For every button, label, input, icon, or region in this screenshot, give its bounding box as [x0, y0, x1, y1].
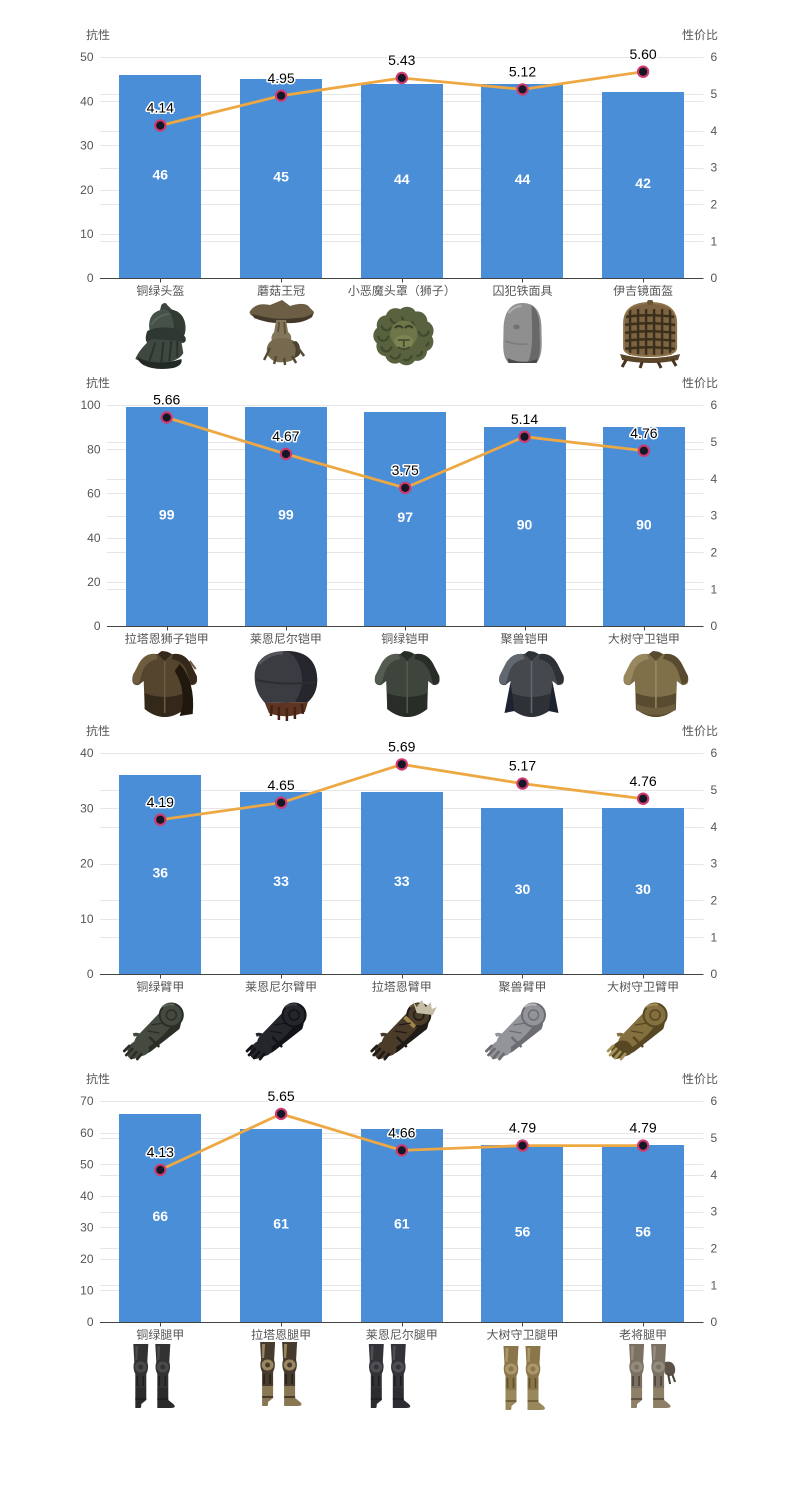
- svg-text:5: 5: [711, 783, 718, 797]
- svg-text:4: 4: [711, 1168, 718, 1182]
- svg-text:6: 6: [711, 746, 718, 760]
- svg-text:0: 0: [711, 271, 718, 285]
- svg-text:30: 30: [80, 1221, 94, 1235]
- svg-text:5.43: 5.43: [388, 52, 415, 68]
- svg-text:44: 44: [515, 171, 531, 187]
- svg-text:90: 90: [517, 517, 533, 533]
- svg-text:2: 2: [711, 546, 718, 560]
- svg-text:6: 6: [711, 398, 718, 412]
- svg-text:5.65: 5.65: [267, 1088, 294, 1104]
- svg-text:42: 42: [635, 175, 651, 191]
- svg-text:4.79: 4.79: [629, 1120, 656, 1136]
- svg-text:99: 99: [278, 507, 294, 523]
- svg-text:4.67: 4.67: [272, 428, 299, 444]
- svg-text:45: 45: [273, 169, 289, 185]
- svg-text:99: 99: [159, 507, 175, 523]
- svg-text:3: 3: [711, 857, 718, 871]
- svg-text:0: 0: [94, 619, 101, 633]
- svg-text:5.69: 5.69: [388, 739, 415, 755]
- svg-text:20: 20: [80, 857, 94, 871]
- svg-text:30: 30: [515, 881, 531, 897]
- svg-text:4: 4: [711, 820, 718, 834]
- svg-text:1: 1: [711, 234, 718, 248]
- svg-text:30: 30: [80, 802, 94, 816]
- svg-text:40: 40: [80, 94, 94, 108]
- svg-text:4.65: 4.65: [267, 777, 294, 793]
- svg-text:10: 10: [80, 1284, 94, 1298]
- svg-text:1: 1: [711, 582, 718, 596]
- svg-text:0: 0: [87, 967, 94, 981]
- svg-text:5: 5: [711, 435, 718, 449]
- svg-text:4.14: 4.14: [147, 100, 174, 116]
- svg-text:3: 3: [711, 161, 718, 175]
- svg-text:40: 40: [80, 1189, 94, 1203]
- svg-text:3: 3: [711, 1205, 718, 1219]
- svg-text:5: 5: [711, 87, 718, 101]
- svg-text:4.13: 4.13: [147, 1144, 174, 1160]
- svg-text:46: 46: [153, 167, 169, 183]
- svg-text:40: 40: [87, 531, 101, 545]
- svg-text:60: 60: [80, 1126, 94, 1140]
- svg-text:4.76: 4.76: [630, 425, 657, 441]
- svg-text:33: 33: [273, 873, 289, 889]
- svg-text:20: 20: [80, 1252, 94, 1266]
- svg-text:3.75: 3.75: [392, 462, 419, 478]
- svg-text:4.19: 4.19: [147, 794, 174, 810]
- svg-text:50: 50: [80, 1157, 94, 1171]
- svg-text:70: 70: [80, 1094, 94, 1108]
- svg-text:50: 50: [80, 50, 94, 64]
- svg-text:10: 10: [80, 227, 94, 241]
- svg-text:100: 100: [80, 398, 100, 412]
- svg-text:4: 4: [711, 124, 718, 138]
- svg-text:2: 2: [711, 894, 718, 908]
- svg-text:4.95: 4.95: [267, 70, 294, 86]
- svg-text:90: 90: [636, 517, 652, 533]
- svg-text:33: 33: [394, 873, 410, 889]
- svg-text:5: 5: [711, 1131, 718, 1145]
- svg-text:3: 3: [711, 509, 718, 523]
- svg-text:30: 30: [80, 139, 94, 153]
- svg-text:4.66: 4.66: [388, 1125, 415, 1141]
- svg-text:66: 66: [153, 1208, 169, 1224]
- svg-text:10: 10: [80, 912, 94, 926]
- svg-text:6: 6: [711, 1094, 718, 1108]
- svg-text:20: 20: [87, 575, 101, 589]
- svg-text:61: 61: [273, 1216, 289, 1232]
- svg-text:61: 61: [394, 1216, 410, 1232]
- svg-text:30: 30: [635, 881, 651, 897]
- svg-text:56: 56: [515, 1224, 531, 1240]
- svg-text:0: 0: [87, 271, 94, 285]
- svg-text:5.66: 5.66: [153, 392, 180, 408]
- svg-text:0: 0: [711, 1315, 718, 1329]
- svg-text:36: 36: [153, 865, 169, 881]
- svg-text:1: 1: [711, 1278, 718, 1292]
- svg-text:6: 6: [711, 50, 718, 64]
- svg-text:4.76: 4.76: [629, 773, 656, 789]
- svg-text:5.17: 5.17: [509, 758, 536, 774]
- svg-text:0: 0: [711, 967, 718, 981]
- svg-text:80: 80: [87, 442, 101, 456]
- svg-text:97: 97: [397, 509, 413, 525]
- svg-text:20: 20: [80, 183, 94, 197]
- svg-text:0: 0: [87, 1315, 94, 1329]
- svg-text:44: 44: [394, 171, 410, 187]
- svg-text:0: 0: [711, 619, 718, 633]
- svg-text:5.12: 5.12: [509, 64, 536, 80]
- svg-text:5.14: 5.14: [511, 411, 538, 427]
- svg-text:2: 2: [711, 198, 718, 212]
- svg-text:1: 1: [711, 930, 718, 944]
- svg-text:5.60: 5.60: [629, 46, 656, 62]
- svg-text:4.79: 4.79: [509, 1120, 536, 1136]
- svg-text:4: 4: [711, 472, 718, 486]
- svg-text:56: 56: [635, 1224, 651, 1240]
- svg-text:40: 40: [80, 746, 94, 760]
- svg-text:60: 60: [87, 487, 101, 501]
- svg-text:2: 2: [711, 1242, 718, 1256]
